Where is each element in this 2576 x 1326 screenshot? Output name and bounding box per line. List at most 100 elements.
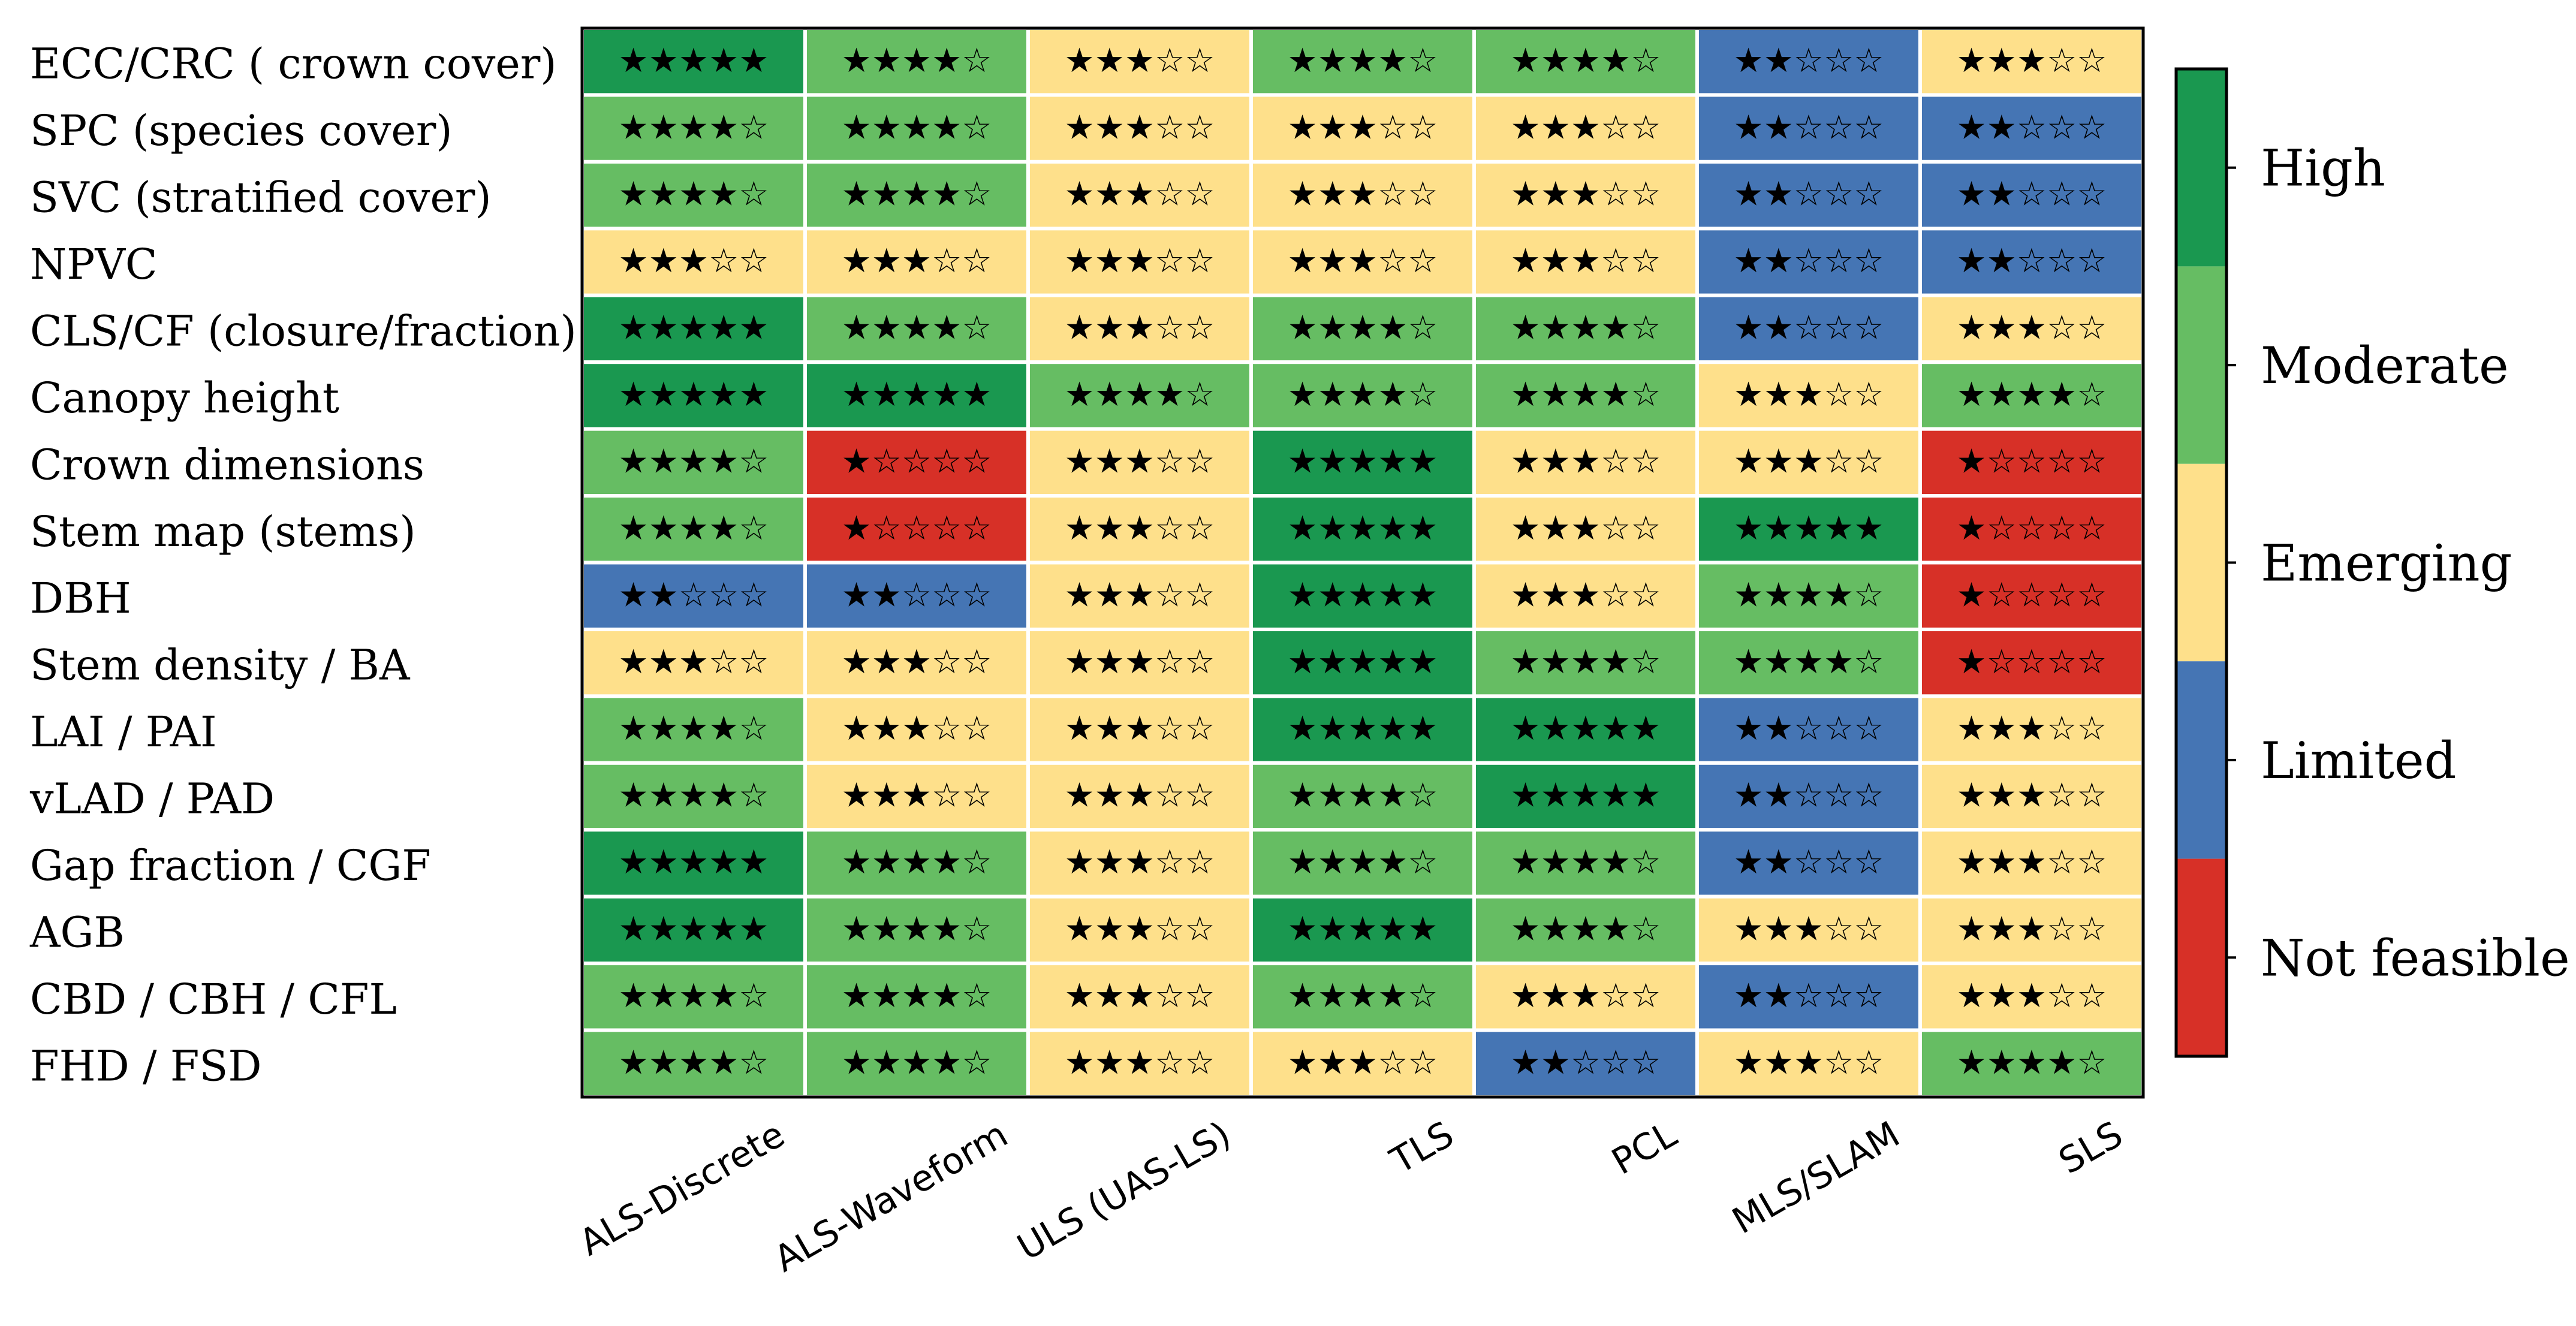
cell-star-rating: ★★☆☆☆	[1733, 108, 1884, 147]
column-label: ALS-Waveform	[767, 1113, 1015, 1280]
cell-star-rating: ★★★☆☆	[1064, 41, 1215, 80]
cell-star-rating: ★★★☆☆	[618, 242, 769, 281]
cell-star-rating: ★★☆☆☆	[1733, 843, 1884, 882]
cell-star-rating: ★★★☆☆	[1733, 910, 1884, 949]
cell-star-rating: ★★★★☆	[1287, 309, 1438, 348]
column-label: ALS-Discrete	[573, 1113, 792, 1264]
cell-star-rating: ★★★★★	[1510, 776, 1661, 815]
heatmap-cell	[1026, 627, 1253, 698]
cell-star-rating: ★★☆☆☆	[1733, 709, 1884, 748]
heatmap-cell	[1249, 427, 1476, 498]
cell-star-rating: ★★★★☆	[841, 1043, 992, 1082]
heatmap-cell	[1472, 560, 1699, 631]
cell-star-rating: ★★☆☆☆	[1510, 1043, 1661, 1082]
column-label: PCL	[1605, 1113, 1684, 1183]
cell-star-rating: ★★★☆☆	[1510, 442, 1661, 481]
heatmap-cell	[1249, 494, 1476, 565]
cell-star-rating: ★★★☆☆	[1064, 843, 1215, 882]
cell-star-rating: ★★★★☆	[1733, 643, 1884, 682]
colorbar-label: High	[2261, 139, 2385, 198]
cell-star-rating: ★★★★★	[1287, 910, 1438, 949]
row-label: ECC/CRC ( crown cover)	[30, 40, 557, 89]
cell-star-rating: ★★★★☆	[618, 1043, 769, 1082]
cell-star-rating: ★★★★★	[1287, 442, 1438, 481]
cell-star-rating: ★★★★☆	[841, 910, 992, 949]
cell-star-rating: ★★★★☆	[618, 108, 769, 147]
cell-star-rating: ★★★☆☆	[1064, 309, 1215, 348]
heatmap-cell	[580, 627, 807, 698]
heatmap-cell	[580, 360, 807, 431]
heatmap-cell	[1695, 26, 1922, 97]
heatmap-cell	[1918, 828, 2145, 899]
cell-star-rating: ★★★☆☆	[1956, 41, 2107, 80]
colorbar-segment	[2176, 266, 2226, 464]
row-label: CLS/CF (closure/fraction)	[30, 306, 577, 355]
heatmap-cell	[580, 962, 807, 1032]
cell-star-rating: ★★☆☆☆	[1733, 41, 1884, 80]
cell-star-rating: ★★★★☆	[841, 41, 992, 80]
cell-star-rating: ★☆☆☆☆	[841, 509, 992, 548]
colorbar-segment	[2176, 463, 2226, 662]
cell-star-rating: ★★★★☆	[841, 843, 992, 882]
heatmap-cell	[1695, 694, 1922, 765]
heatmap-cell	[580, 227, 807, 297]
cell-star-rating: ★★★★★	[1287, 575, 1438, 614]
cell-star-rating: ★★★★★	[618, 309, 769, 348]
heatmap-cell	[1472, 627, 1699, 698]
heatmap-cell	[1472, 93, 1699, 164]
cell-star-rating: ★★★☆☆	[1733, 375, 1884, 414]
heatmap-cell	[1918, 1028, 2145, 1099]
cell-star-rating: ★★★★☆	[1064, 375, 1215, 414]
row-label: FHD / FSD	[30, 1041, 261, 1090]
heatmap-cell	[803, 694, 1030, 765]
column-label: SLS	[2052, 1113, 2130, 1182]
heatmap-cell	[803, 159, 1030, 231]
cell-star-rating: ★★★★☆	[618, 509, 769, 548]
cell-star-rating: ★★★☆☆	[618, 643, 769, 682]
heatmap-cell	[1472, 1028, 1699, 1099]
heatmap-cell	[1472, 828, 1699, 899]
heatmap-cell	[1026, 93, 1253, 164]
row-label: Crown dimensions	[30, 440, 424, 489]
cell-star-rating: ★★★☆☆	[1510, 242, 1661, 281]
heatmap-cell	[803, 761, 1030, 832]
row-label: CBD / CBH / CFL	[30, 975, 397, 1024]
cell-star-rating: ★☆☆☆☆	[1956, 575, 2107, 614]
heatmap-cell	[803, 360, 1030, 431]
heatmap-cell	[1695, 627, 1922, 698]
cell-star-rating: ★★★☆☆	[1064, 242, 1215, 281]
heatmap-cell	[803, 227, 1030, 297]
heatmap-cell	[1249, 694, 1476, 765]
heatmap-cell	[1695, 962, 1922, 1032]
cell-star-rating: ★☆☆☆☆	[1956, 509, 2107, 548]
colorbar-frame	[2174, 67, 2228, 1058]
cell-star-rating: ★★★☆☆	[1733, 1043, 1884, 1082]
cell-star-rating: ★★★★★	[1733, 509, 1884, 548]
cell-star-rating: ★★★★☆	[1510, 843, 1661, 882]
heatmap-cell	[1026, 694, 1253, 765]
colorbar-label: Moderate	[2261, 336, 2509, 395]
row-label: SVC (stratified cover)	[30, 173, 492, 222]
row-label: Gap fraction / CGF	[30, 841, 431, 890]
heatmap-cell	[1918, 93, 2145, 164]
heatmap-cell	[1918, 159, 2145, 231]
cell-star-rating: ★☆☆☆☆	[841, 442, 992, 481]
cell-star-rating: ★★☆☆☆	[1733, 776, 1884, 815]
cell-star-rating: ★★★☆☆	[841, 776, 992, 815]
cell-star-rating: ★★★☆☆	[1064, 643, 1215, 682]
row-label: NPVC	[30, 240, 157, 289]
row-label: LAI / PAI	[30, 707, 217, 757]
heatmap-cell	[1249, 627, 1476, 698]
colorbar-segment	[2176, 69, 2226, 267]
row-label: Stem density / BA	[30, 641, 411, 690]
cell-star-rating: ★★★☆☆	[1064, 108, 1215, 147]
cell-star-rating: ★★★★☆	[618, 175, 769, 214]
cell-star-rating: ★★★☆☆	[1510, 575, 1661, 614]
cell-star-rating: ★★★★☆	[841, 175, 992, 214]
heatmap-cell	[1472, 494, 1699, 565]
cell-star-rating: ★★★★☆	[841, 108, 992, 147]
heatmap-cell	[1026, 427, 1253, 498]
cell-star-rating: ★★★☆☆	[1064, 575, 1215, 614]
cell-star-rating: ★★☆☆☆	[618, 575, 769, 614]
